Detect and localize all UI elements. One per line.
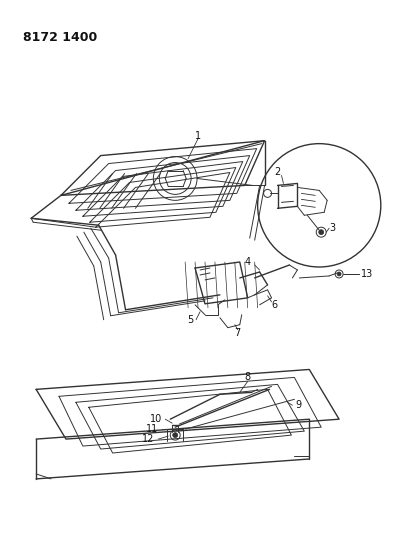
Text: 1: 1 bbox=[195, 131, 201, 141]
Text: 13: 13 bbox=[360, 269, 372, 279]
Text: 6: 6 bbox=[271, 300, 277, 310]
Circle shape bbox=[172, 433, 177, 438]
Text: 7: 7 bbox=[234, 328, 240, 337]
Text: 5: 5 bbox=[187, 314, 193, 325]
Text: 2: 2 bbox=[274, 167, 280, 177]
Text: 4: 4 bbox=[244, 257, 250, 267]
Text: 8172 1400: 8172 1400 bbox=[23, 31, 97, 44]
Text: 3: 3 bbox=[328, 223, 335, 233]
Text: 11: 11 bbox=[146, 424, 158, 434]
Text: 9: 9 bbox=[294, 400, 301, 410]
Text: 10: 10 bbox=[150, 414, 162, 424]
Text: 8: 8 bbox=[244, 373, 250, 382]
Circle shape bbox=[336, 272, 340, 276]
Circle shape bbox=[318, 230, 323, 235]
Text: 12: 12 bbox=[142, 434, 154, 444]
